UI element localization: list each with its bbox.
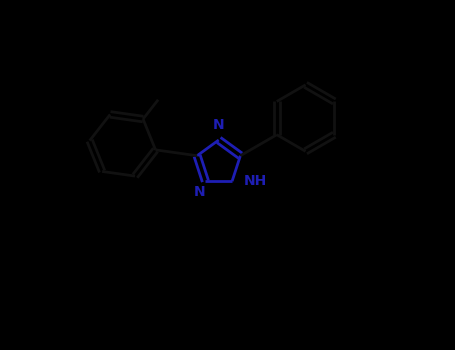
Text: NH: NH <box>243 174 267 188</box>
Text: N: N <box>213 118 225 132</box>
Text: N: N <box>193 186 205 199</box>
